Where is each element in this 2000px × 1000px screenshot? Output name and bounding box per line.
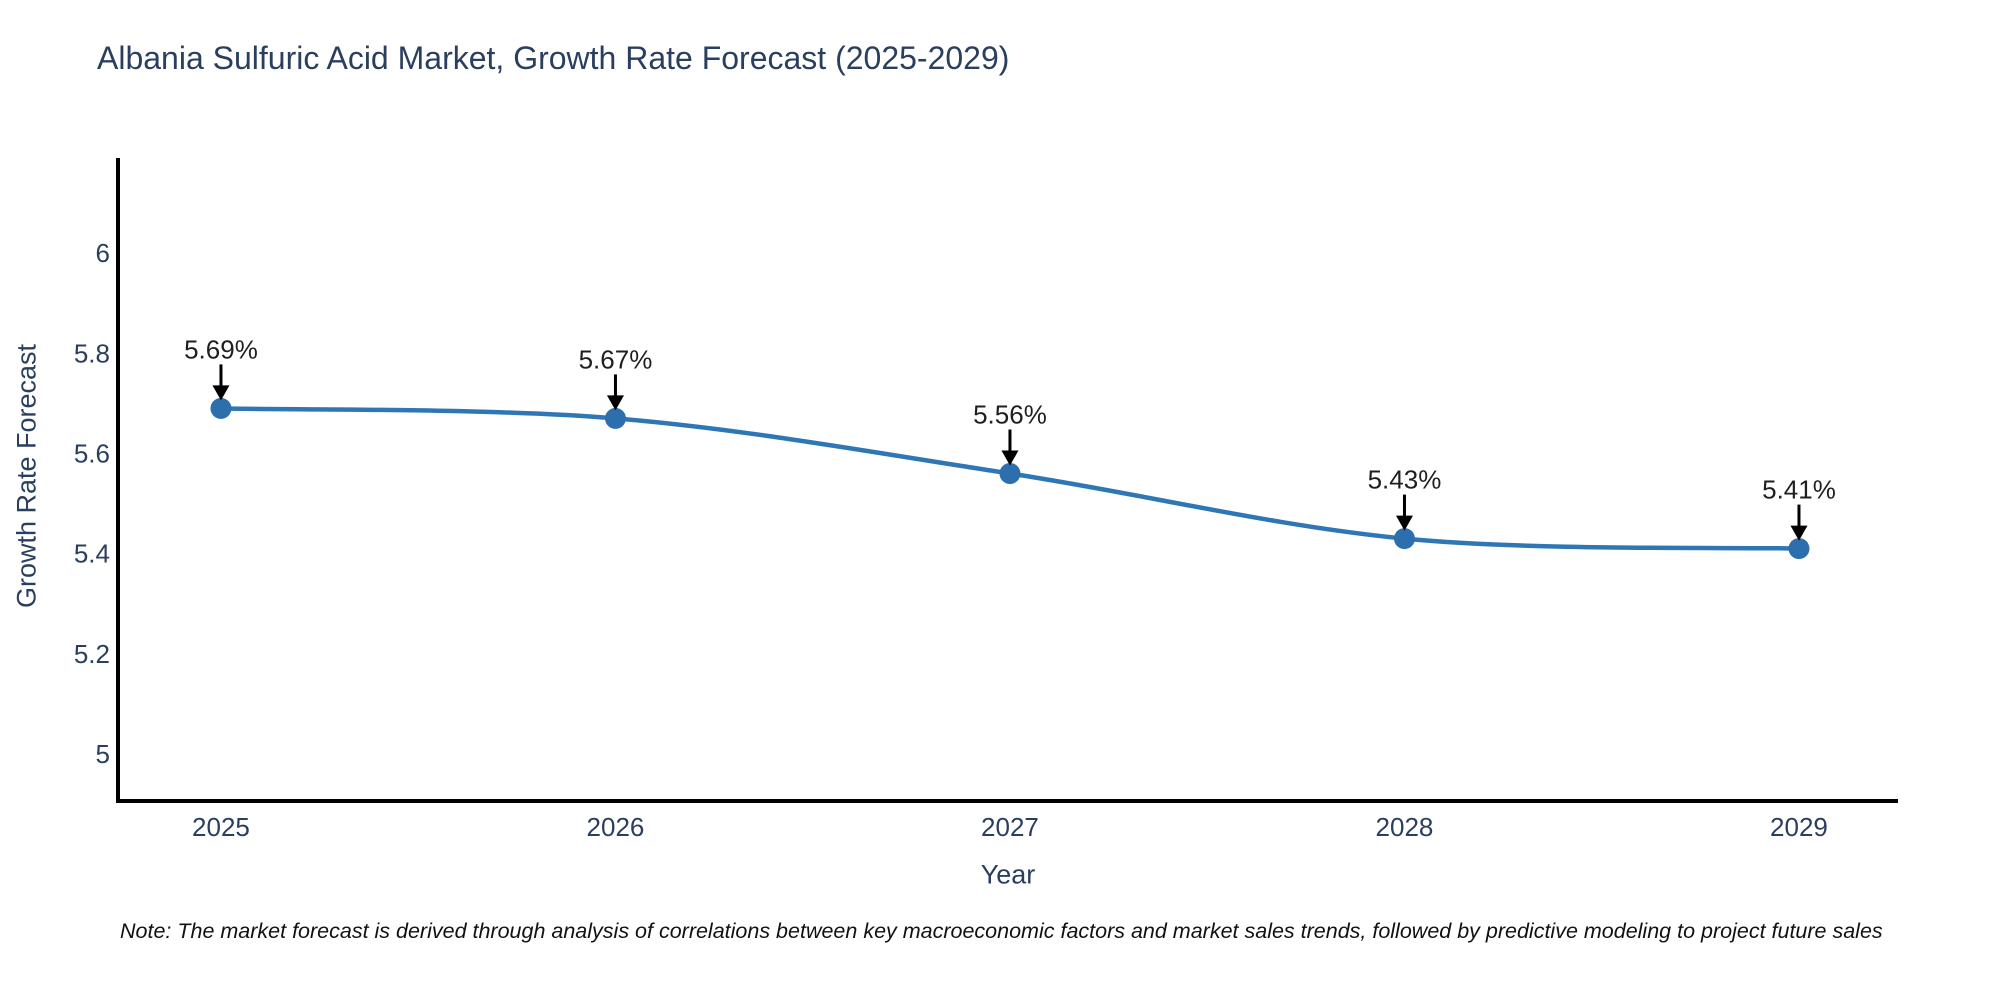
- x-axis-title: Year: [980, 859, 1036, 890]
- data-point-label: 5.43%: [1368, 465, 1442, 495]
- x-tick-label: 2026: [587, 812, 645, 842]
- footnote: Note: The market forecast is derived thr…: [120, 919, 1883, 943]
- y-tick-label: 5.4: [74, 539, 110, 569]
- data-point-marker: [1393, 528, 1415, 550]
- x-tick-label: 2029: [1770, 812, 1828, 842]
- y-tick-label: 5.6: [74, 438, 110, 468]
- y-tick-label: 5: [96, 739, 110, 769]
- data-point-label: 5.67%: [579, 344, 653, 374]
- x-axis-tick-labels: 2025 2026 2027 2028 2029: [192, 812, 1828, 842]
- y-tick-label: 5.2: [74, 639, 110, 669]
- annotation-arrowhead-icon: [1395, 515, 1413, 531]
- point-annotations: 5.69% 5.67% 5.56% 5.43% 5.41%: [184, 334, 1836, 541]
- x-tick-label: 2027: [981, 812, 1039, 842]
- annotation-arrowhead-icon: [1001, 450, 1019, 466]
- chart-title: Albania Sulfuric Acid Market, Growth Rat…: [97, 40, 1010, 76]
- data-point-marker: [1788, 538, 1810, 560]
- data-point-marker: [210, 397, 232, 419]
- annotation-arrowhead-icon: [606, 395, 624, 411]
- y-tick-label: 6: [96, 238, 110, 268]
- y-tick-label: 5.8: [74, 338, 110, 368]
- y-axis-tick-labels: 5 5.2 5.4 5.6 5.8 6: [74, 238, 110, 769]
- annotation-arrowhead-icon: [1790, 525, 1808, 541]
- annotation-arrowhead-icon: [212, 385, 230, 401]
- data-point-label: 5.56%: [973, 399, 1047, 429]
- data-point-marker: [604, 407, 626, 429]
- axis-spines: [116, 158, 1898, 803]
- data-point-label: 5.69%: [184, 334, 258, 364]
- data-point-label: 5.41%: [1762, 475, 1836, 505]
- x-tick-label: 2028: [1376, 812, 1434, 842]
- x-tick-label: 2025: [192, 812, 250, 842]
- data-markers: [210, 397, 1810, 560]
- data-point-marker: [999, 462, 1021, 484]
